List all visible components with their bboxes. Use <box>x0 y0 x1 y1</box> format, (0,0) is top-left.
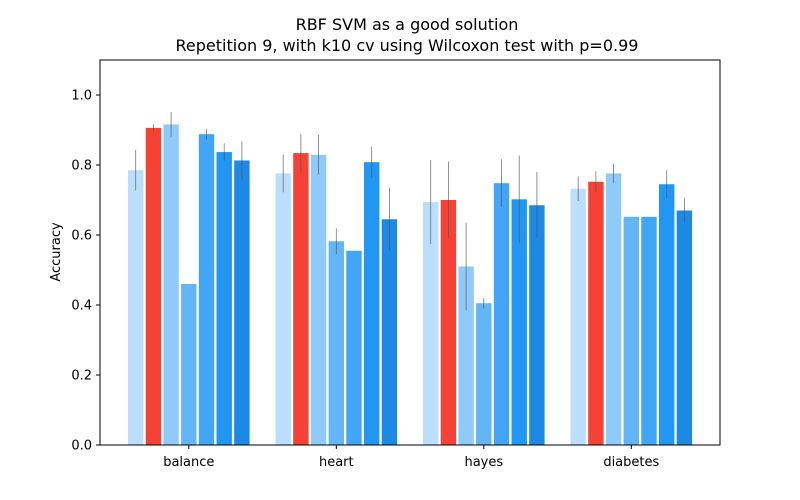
y-tick-label: 0.0 <box>71 439 92 454</box>
bar <box>493 183 510 445</box>
bar <box>570 188 586 446</box>
y-axis-label: Accuracy <box>49 222 64 282</box>
bars-group <box>128 124 693 446</box>
chart-subtitle: Repetition 9, with k10 cv using Wilcoxon… <box>176 36 639 55</box>
bar <box>659 184 675 445</box>
bar <box>458 266 474 445</box>
bar <box>529 205 545 445</box>
y-axis: 0.0 0.2 0.4 0.6 0.8 1.0 <box>71 89 100 454</box>
bar <box>623 216 639 445</box>
bar <box>440 200 457 445</box>
bar <box>293 153 309 445</box>
x-tick-label: diabetes <box>603 455 659 470</box>
bar <box>605 173 622 445</box>
error-bars-group <box>135 112 685 311</box>
y-tick-label: 0.2 <box>71 369 92 384</box>
y-tick-label: 0.4 <box>71 299 92 314</box>
bar <box>423 202 439 445</box>
chart-title: RBF SVM as a good solution <box>296 15 519 34</box>
bar <box>216 152 232 446</box>
y-tick-label: 0.8 <box>71 159 92 174</box>
bar <box>588 181 604 446</box>
bar <box>198 134 215 445</box>
bar <box>234 160 250 445</box>
bar <box>145 127 162 446</box>
bar <box>328 241 344 445</box>
y-tick-label: 0.6 <box>71 229 92 244</box>
bar <box>275 173 291 445</box>
bar <box>676 210 693 445</box>
bar <box>346 250 362 445</box>
bar <box>163 124 179 446</box>
bar <box>128 170 144 445</box>
x-tick-label: hayes <box>464 455 503 470</box>
bar <box>641 216 657 445</box>
x-axis: balance heart hayes diabetes <box>163 445 659 470</box>
bar <box>310 154 327 445</box>
bar <box>511 199 527 445</box>
bar <box>381 219 398 445</box>
x-tick-label: balance <box>163 455 214 470</box>
x-tick-label: heart <box>319 455 354 470</box>
bar <box>476 303 492 445</box>
y-tick-label: 1.0 <box>71 89 92 104</box>
bar <box>364 162 380 445</box>
plot-frame <box>99 59 721 446</box>
bar <box>181 284 197 445</box>
